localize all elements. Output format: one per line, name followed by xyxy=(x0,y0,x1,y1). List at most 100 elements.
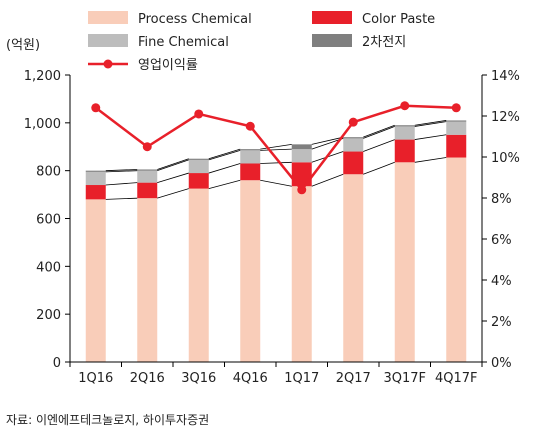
legend-swatch xyxy=(88,34,128,47)
legend-label: 2차전지 xyxy=(362,35,406,50)
y-left-tick-label: 1,000 xyxy=(24,117,61,132)
bars xyxy=(85,120,467,362)
series-connector xyxy=(363,126,395,139)
series-connector xyxy=(363,124,395,138)
y-left-tick-label: 800 xyxy=(36,165,61,180)
legend-swatch xyxy=(312,34,352,47)
bar-segment xyxy=(446,120,467,122)
bar-segment xyxy=(446,157,467,362)
series-connector xyxy=(105,182,138,186)
bar-segment xyxy=(343,138,364,152)
bar-segment xyxy=(343,137,364,139)
bar-segment xyxy=(240,163,261,181)
bar-segment xyxy=(188,159,209,174)
legend: Process Chemical Color Paste Fine Chemical… xyxy=(88,11,435,73)
x-tick-label: 2Q16 xyxy=(130,371,165,386)
series-connector xyxy=(363,139,395,152)
series-connector xyxy=(208,148,241,160)
source-note: 자료: 이엔에프테크놀로지, 하이투자증권 xyxy=(6,413,209,427)
x-tick-label: 4Q16 xyxy=(233,371,268,386)
y-right-tick-label: 6% xyxy=(491,233,512,248)
legend-swatch xyxy=(312,11,352,24)
series-connector xyxy=(260,143,292,150)
series-connector xyxy=(414,121,447,127)
margin-line-point xyxy=(400,101,410,111)
bar-segment xyxy=(240,150,261,164)
y-left-tick-label: 1,200 xyxy=(24,69,61,84)
margin-line-point xyxy=(142,142,152,152)
series-connector xyxy=(105,197,138,200)
legend-label: Process Chemical xyxy=(138,12,252,27)
bar-segment xyxy=(240,149,261,151)
y-right-tick-label: 8% xyxy=(491,192,512,207)
x-tick-label: 3Q17F xyxy=(383,371,426,386)
series-connector xyxy=(260,148,292,151)
series-connector xyxy=(208,149,241,161)
y-right-tick-label: 2% xyxy=(491,315,512,330)
legend-label: Color Paste xyxy=(362,12,435,27)
bar-segment xyxy=(137,182,158,199)
series-connector xyxy=(311,173,344,187)
bar-segment xyxy=(188,173,209,189)
bar-segment xyxy=(343,174,364,362)
bar-segment xyxy=(85,171,106,186)
bar-segment xyxy=(85,170,106,172)
series-connector xyxy=(363,161,395,175)
y-left-tick-label: 200 xyxy=(36,308,61,323)
series-connector xyxy=(414,134,447,140)
x-tick-label: 1Q17 xyxy=(284,371,319,386)
bar-segment xyxy=(85,199,106,362)
margin-line-point xyxy=(297,185,307,195)
x-tick-label: 4Q17F xyxy=(435,371,478,386)
y-left-tick-label: 600 xyxy=(36,213,61,228)
margin-line-point xyxy=(348,117,358,127)
margin-line-path xyxy=(94,104,457,192)
legend-swatch xyxy=(88,11,128,24)
series-connector xyxy=(157,188,189,199)
y-right-tick-label: 14% xyxy=(491,69,520,84)
legend-line-marker xyxy=(103,59,113,69)
y-right-tick-label: 12% xyxy=(491,110,520,125)
bar-segment xyxy=(188,158,209,160)
x-tick-label: 3Q16 xyxy=(181,371,216,386)
legend-label: 영업이익률 xyxy=(138,58,198,73)
y-right-tick-label: 4% xyxy=(491,274,512,289)
series-connector xyxy=(208,163,241,174)
series-connector xyxy=(260,161,292,164)
series-connector xyxy=(414,120,447,126)
axes: 0 200 400 600 800 1,000 1,200 0% 2% 4% 6% 8% 10% 12% 1… xyxy=(24,69,520,386)
bar-segment xyxy=(291,162,312,187)
bar-segment xyxy=(394,126,415,140)
series-connector xyxy=(311,136,344,145)
bar-segment xyxy=(446,121,467,135)
y-right-tick-label: 0% xyxy=(491,356,512,371)
bar-segment xyxy=(343,151,364,175)
bar-segment xyxy=(137,170,158,183)
bar-segment xyxy=(291,186,312,362)
bar-segment xyxy=(85,185,106,200)
y-right-tick-label: 10% xyxy=(491,151,520,166)
x-tick-label: 1Q16 xyxy=(78,371,113,386)
y-left-tick-label: 0 xyxy=(53,356,61,371)
legend-label: Fine Chemical xyxy=(138,35,229,50)
margin-line-point xyxy=(91,103,101,113)
series-connector xyxy=(157,158,189,170)
series-connector xyxy=(157,159,189,172)
bar-segment xyxy=(394,162,415,362)
margin-line-point xyxy=(245,121,255,131)
bar-segment xyxy=(394,139,415,163)
bar-segment xyxy=(188,188,209,362)
x-tick-label: 2Q17 xyxy=(336,371,371,386)
bar-segment xyxy=(291,149,312,163)
margin-line-point xyxy=(194,109,204,119)
margin-line xyxy=(91,101,461,195)
bar-segment xyxy=(394,125,415,127)
y-left-tick-label: 400 xyxy=(36,260,61,275)
bar-segment xyxy=(240,180,261,362)
series-connector xyxy=(105,170,138,173)
bar-segment xyxy=(137,198,158,362)
series-connector xyxy=(208,179,241,189)
series-connector xyxy=(260,179,292,187)
series-connector xyxy=(105,169,138,172)
